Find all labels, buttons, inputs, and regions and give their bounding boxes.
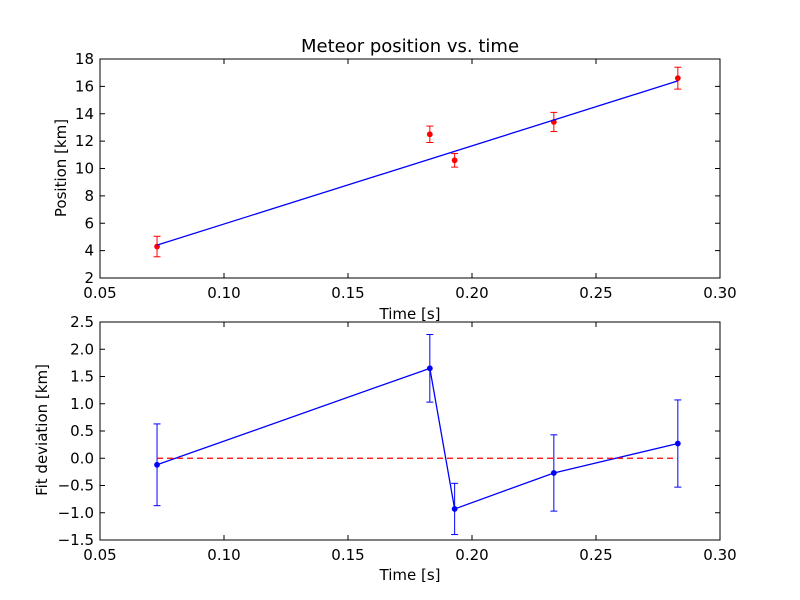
y-tick-label: 6 <box>84 214 94 232</box>
y-tick-label: 0.5 <box>70 422 94 440</box>
x-tick-label: 0.20 <box>455 284 488 302</box>
y-tick-label: 10 <box>75 160 94 178</box>
axes-frame <box>99 321 721 541</box>
data-point <box>674 440 681 447</box>
y-tick-label: 16 <box>75 77 94 95</box>
x-tick-label: 0.10 <box>207 546 240 564</box>
y-axis-label: Fit deviation [km] <box>33 364 51 496</box>
series-line <box>156 80 679 246</box>
data-point <box>154 461 160 468</box>
data-point <box>550 470 557 476</box>
plot-area <box>153 66 682 258</box>
data-point <box>426 365 433 372</box>
y-tick-label: 2 <box>84 269 94 287</box>
x-tick-label: 0.15 <box>331 284 364 302</box>
y-tick-label: 2.5 <box>70 313 94 331</box>
x-tick-label: 0.05 <box>83 546 116 564</box>
y-ticks: 2 4 6 8 10 12 14 16 18 <box>75 50 720 287</box>
y-tick-label: 1.0 <box>70 395 94 413</box>
x-tick-label: 0.05 <box>83 284 116 302</box>
y-tick-label: 4 <box>84 242 94 260</box>
y-tick-label: 0.0 <box>70 449 94 467</box>
x-axis-label: Time [s] <box>379 305 441 323</box>
x-tick-label: 0.25 <box>579 284 612 302</box>
x-tick-label: 0.25 <box>579 546 612 564</box>
x-tick-label: 0.30 <box>703 546 736 564</box>
y-tick-label: −0.5 <box>58 477 94 495</box>
data-point <box>451 157 458 164</box>
plot-area <box>153 334 682 536</box>
x-tick-label: 0.15 <box>331 546 364 564</box>
axes-frame <box>99 58 721 279</box>
position-panel: Meteor position vs. time Time [s] Positi… <box>52 36 737 323</box>
y-tick-label: 14 <box>75 105 94 123</box>
x-ticks: 0.05 0.10 0.15 0.20 0.25 0.30 <box>83 59 737 302</box>
y-tick-label: 12 <box>75 132 94 150</box>
y-ticks: −1.5 −1.0 −0.5 0.0 0.5 1.0 1.5 2.0 2.5 <box>58 313 720 549</box>
data-point <box>451 506 458 512</box>
data-point <box>674 75 681 82</box>
y-tick-label: −1.5 <box>58 531 94 549</box>
y-tick-label: 8 <box>84 187 94 205</box>
x-tick-label: 0.30 <box>703 284 736 302</box>
deviation-panel: Time [s] Fit deviation [km] 0.05 0.10 0.15… <box>33 313 737 584</box>
x-axis-label: Time [s] <box>379 566 441 584</box>
y-tick-label: 2.0 <box>70 340 94 358</box>
data-point <box>426 131 433 138</box>
y-axis-label: Position [km] <box>52 119 70 217</box>
y-tick-label: 18 <box>75 50 94 68</box>
chart-title: Meteor position vs. time <box>301 36 519 57</box>
y-tick-label: 1.5 <box>70 368 94 386</box>
x-tick-label: 0.20 <box>455 546 488 564</box>
x-tick-label: 0.10 <box>207 284 240 302</box>
y-tick-label: −1.0 <box>58 504 94 522</box>
